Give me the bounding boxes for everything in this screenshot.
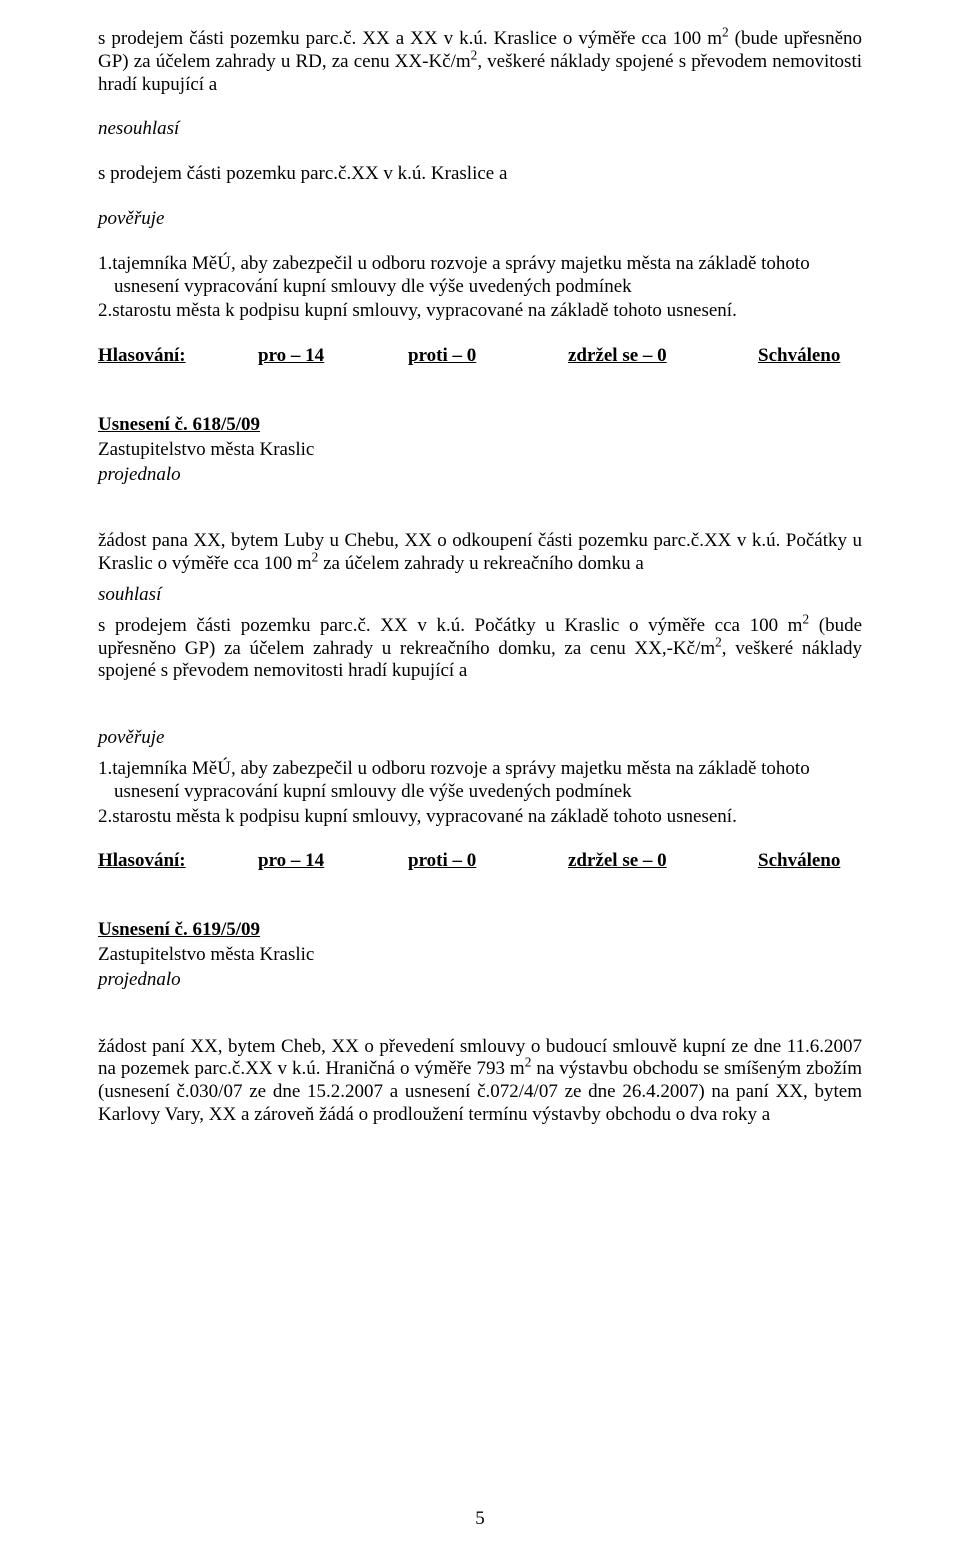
list-item-1: 1.tajemníka MěÚ, aby zabezpečil u odboru… — [98, 758, 862, 804]
vote-label: Hlasování: — [98, 850, 258, 873]
request-para: žádost pana XX, bytem Luby u Chebu, XX o… — [98, 530, 862, 576]
vote-proti: proti – 0 — [408, 850, 568, 873]
vote-line: Hlasování: pro – 14 proti – 0 zdržel se … — [98, 850, 862, 873]
council-name: Zastupitelstvo města Kraslic — [98, 944, 862, 967]
sup: 2 — [722, 25, 729, 40]
list-item-2: 2.starostu města k podpisu kupní smlouvy… — [98, 300, 862, 323]
council-name: Zastupitelstvo města Kraslic — [98, 439, 862, 462]
projednalo-label: projednalo — [98, 969, 862, 992]
vote-pro: pro – 14 — [258, 850, 408, 873]
list-item-2: 2.starostu města k podpisu kupní smlouvy… — [98, 806, 862, 829]
sale-para: s prodejem části pozemku parc.č. XX v k.… — [98, 615, 862, 683]
vote-pro: pro – 14 — [258, 345, 408, 368]
page-number: 5 — [0, 1508, 960, 1531]
text: za účelem zahrady u rekreačního domku a — [318, 553, 643, 574]
vote-zdrzel: zdržel se – 0 — [568, 345, 758, 368]
request-para: žádost paní XX, bytem Cheb, XX o převede… — [98, 1036, 862, 1127]
text: s prodejem části pozemku parc.č. XX v k.… — [98, 615, 802, 636]
poveruje-label: pověřuje — [98, 727, 862, 750]
vote-label: Hlasování: — [98, 345, 258, 368]
vote-zdrzel: zdržel se – 0 — [568, 850, 758, 873]
vote-result: Schváleno — [758, 345, 862, 368]
sup: 2 — [715, 634, 722, 649]
para-sale-2: s prodejem části pozemku parc.č.XX v k.ú… — [98, 163, 862, 186]
text: s prodejem části pozemku parc.č. XX a XX… — [98, 28, 722, 49]
vote-result: Schváleno — [758, 850, 862, 873]
projednalo-label: projednalo — [98, 464, 862, 487]
vote-line: Hlasování: pro – 14 proti – 0 zdržel se … — [98, 345, 862, 368]
list-item-1: 1.tajemníka MěÚ, aby zabezpečil u odboru… — [98, 253, 862, 299]
nesouhlasi-label: nesouhlasí — [98, 118, 862, 141]
para-sale-1: s prodejem části pozemku parc.č. XX a XX… — [98, 28, 862, 96]
resolution-heading: Usnesení č. 618/5/09 — [98, 414, 862, 437]
souhlasi-label: souhlasí — [98, 584, 862, 607]
poveruje-label: pověřuje — [98, 208, 862, 231]
vote-proti: proti – 0 — [408, 345, 568, 368]
resolution-heading: Usnesení č. 619/5/09 — [98, 919, 862, 942]
